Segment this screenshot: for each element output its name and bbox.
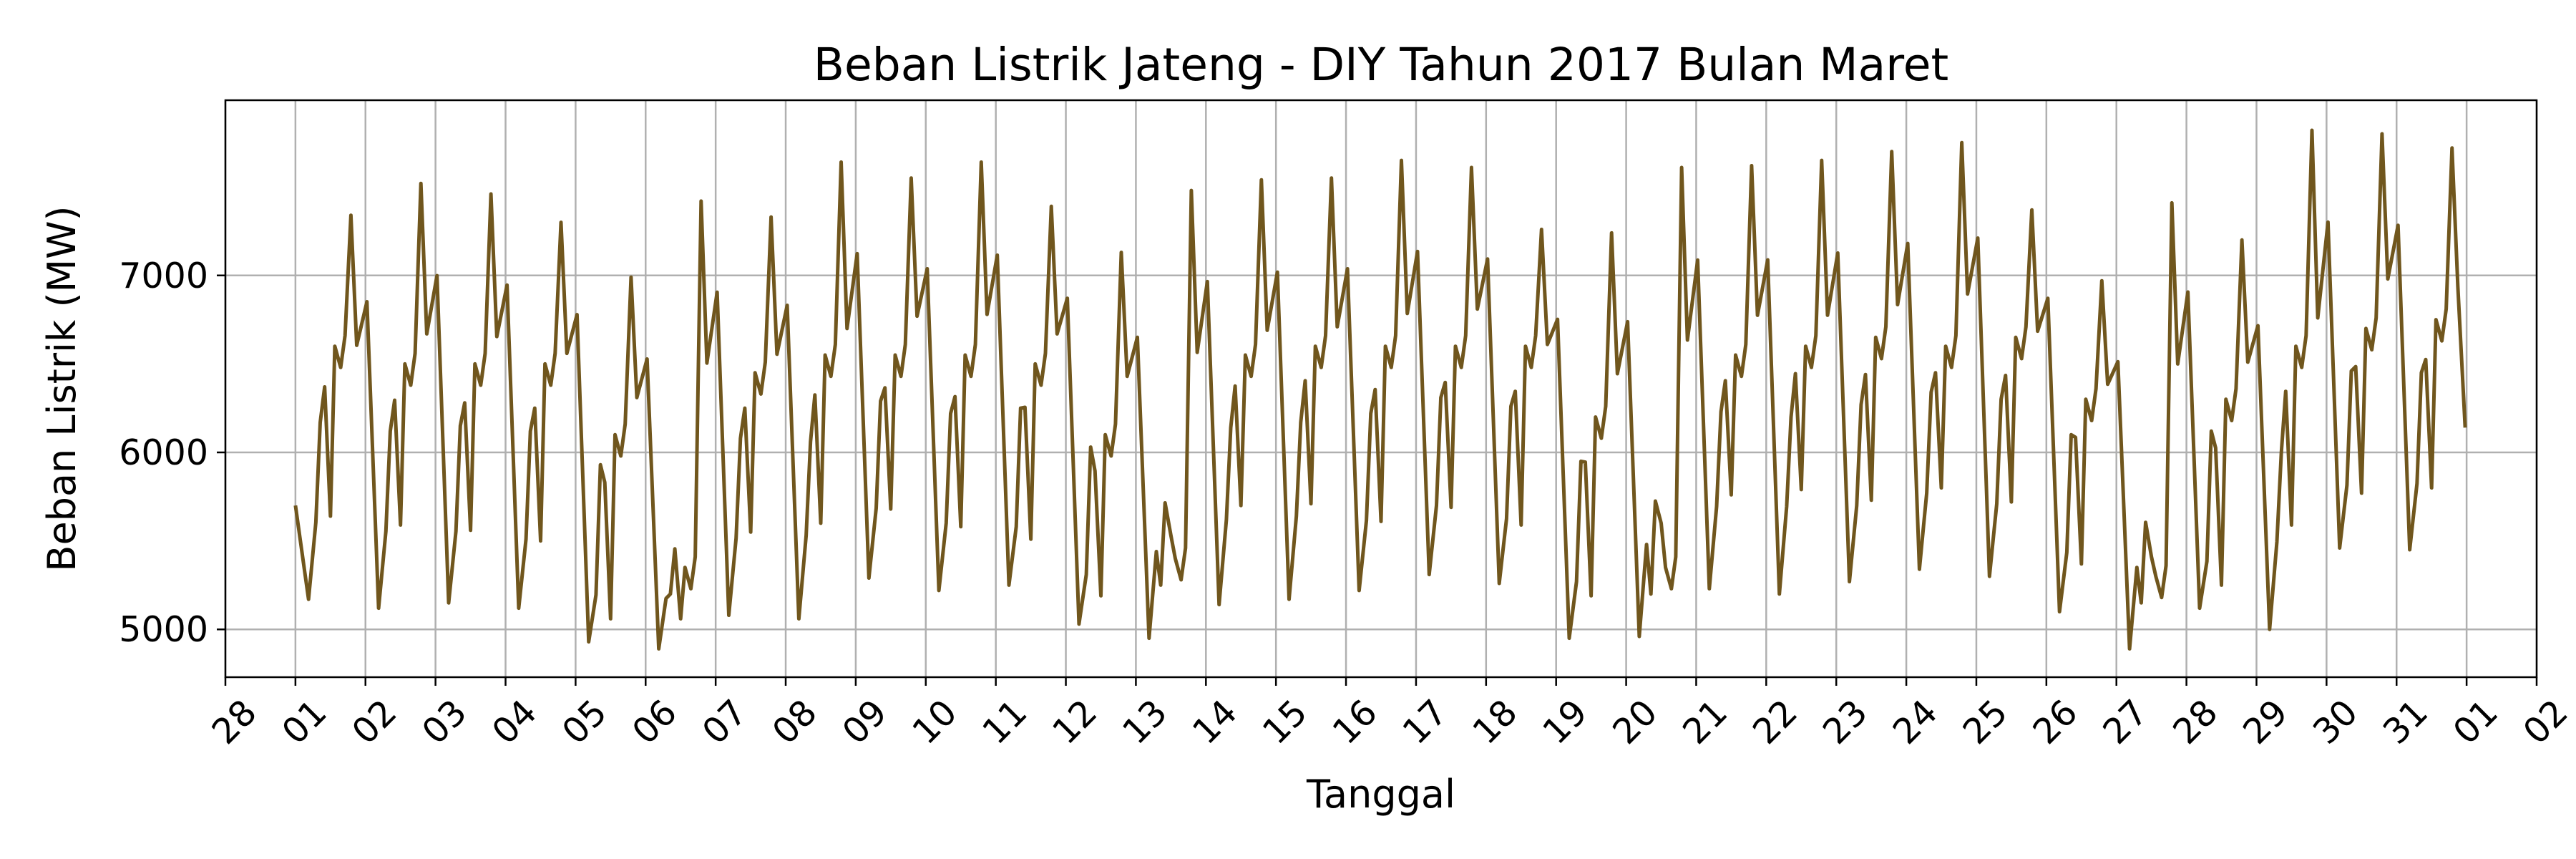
y-tick-label: 5000 (119, 609, 208, 650)
x-tick-label: 25 (1955, 691, 2015, 752)
x-tick-label: 16 (1324, 691, 1385, 752)
x-tick-label: 02 (2515, 691, 2575, 752)
x-tick-label: 22 (1745, 691, 1805, 752)
x-tick-label: 14 (1185, 691, 1245, 752)
x-tick-label: 27 (2095, 691, 2155, 752)
x-tick-label: 02 (344, 691, 404, 752)
x-tick-label: 21 (1675, 691, 1735, 752)
x-tick-label: 01 (2445, 691, 2505, 752)
grid (224, 100, 2538, 677)
x-tick-label: 06 (625, 691, 685, 752)
x-tick-label: 24 (1885, 691, 1945, 752)
x-tick-label: 04 (484, 691, 545, 752)
y-axis-label: Beban Listrik (MW) (39, 205, 84, 571)
x-tick-label: 13 (1115, 691, 1175, 752)
x-tick-label: 07 (694, 691, 754, 752)
x-tick-label: 30 (2306, 691, 2366, 752)
x-tick-label: 26 (2025, 691, 2085, 752)
series-line (293, 128, 2467, 651)
plot-frame (224, 99, 2538, 679)
x-tick-label: 28 (2165, 691, 2225, 752)
x-tick-label: 10 (904, 691, 965, 752)
x-tick-label: 03 (414, 691, 474, 752)
y-tick-label: 6000 (119, 432, 208, 473)
x-tick-label: 19 (1535, 691, 1595, 752)
x-tick-label: 31 (2376, 691, 2436, 752)
x-tick-label: 20 (1605, 691, 1665, 752)
x-tick-label: 05 (555, 691, 615, 752)
x-tick-label: 17 (1395, 691, 1455, 752)
x-tick-label: 11 (975, 691, 1035, 752)
x-tick-label: 28 (204, 691, 264, 752)
x-tick-label: 23 (1815, 691, 1875, 752)
x-tick-label: 01 (274, 691, 334, 752)
x-tick-label: 18 (1465, 691, 1525, 752)
x-tick-label: 08 (764, 691, 824, 752)
x-tick-label: 29 (2235, 691, 2296, 752)
x-tick-label: 15 (1255, 691, 1315, 752)
x-axis-label: Tanggal (1306, 772, 1455, 817)
x-tick-label: 12 (1045, 691, 1105, 752)
chart-title: Beban Listrik Jateng - DIY Tahun 2017 Bu… (814, 39, 1949, 91)
y-tick-label: 7000 (119, 256, 208, 296)
x-tick-label: 09 (834, 691, 894, 752)
